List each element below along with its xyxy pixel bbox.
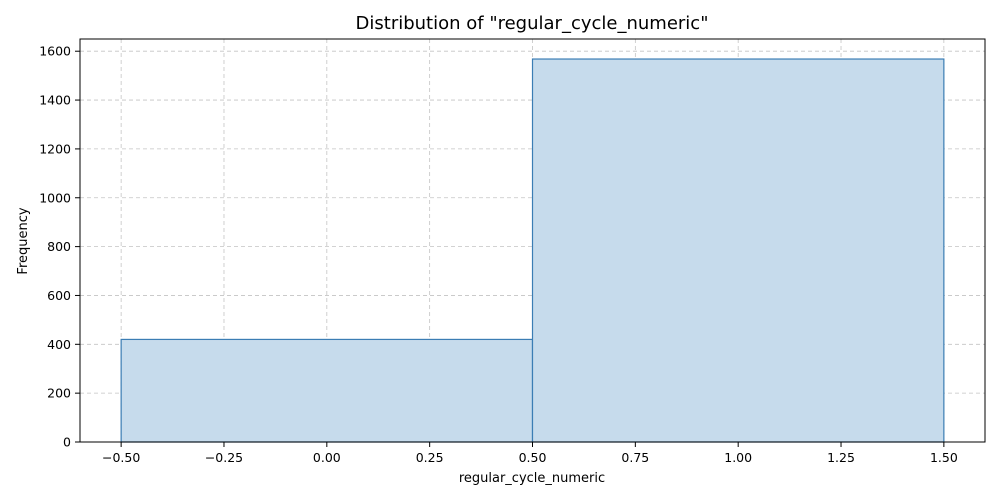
y-tick-label-0: 0 bbox=[63, 435, 71, 450]
x-tick-label-0: −0.50 bbox=[102, 450, 140, 465]
y-tick-label-5: 1000 bbox=[39, 190, 71, 205]
x-tick-label-7: 1.25 bbox=[827, 450, 855, 465]
x-tick-label-1: −0.25 bbox=[205, 450, 243, 465]
y-tick-label-1: 200 bbox=[47, 386, 71, 401]
y-tick-label-7: 1400 bbox=[39, 93, 71, 108]
x-tick-label-2: 0.00 bbox=[313, 450, 341, 465]
x-tick-label-5: 0.75 bbox=[621, 450, 649, 465]
y-tick-label-4: 800 bbox=[47, 239, 71, 254]
chart-title: Distribution of "regular_cycle_numeric" bbox=[356, 13, 709, 34]
x-tick-label-8: 1.50 bbox=[930, 450, 958, 465]
x-tick-label-6: 1.00 bbox=[724, 450, 752, 465]
x-axis-label: regular_cycle_numeric bbox=[459, 471, 605, 486]
y-tick-label-6: 1200 bbox=[39, 141, 71, 156]
y-axis-label: Frequency bbox=[16, 207, 31, 274]
x-axis-ticks: −0.50 −0.25 0.00 0.25 0.50 0.75 1.00 1.25 1.50 bbox=[102, 442, 958, 465]
y-tick-label-2: 400 bbox=[47, 337, 71, 352]
x-tick-label-4: 0.50 bbox=[519, 450, 547, 465]
histogram-bar-0 bbox=[120, 338, 534, 443]
bar-layer bbox=[120, 58, 945, 443]
y-tick-label-3: 600 bbox=[47, 288, 71, 303]
x-tick-label-3: 0.25 bbox=[416, 450, 444, 465]
y-axis-ticks: 0 200 400 600 800 1000 1200 1400 1600 bbox=[39, 44, 80, 450]
y-tick-label-8: 1600 bbox=[39, 44, 71, 59]
histogram-bar-1 bbox=[531, 58, 945, 443]
